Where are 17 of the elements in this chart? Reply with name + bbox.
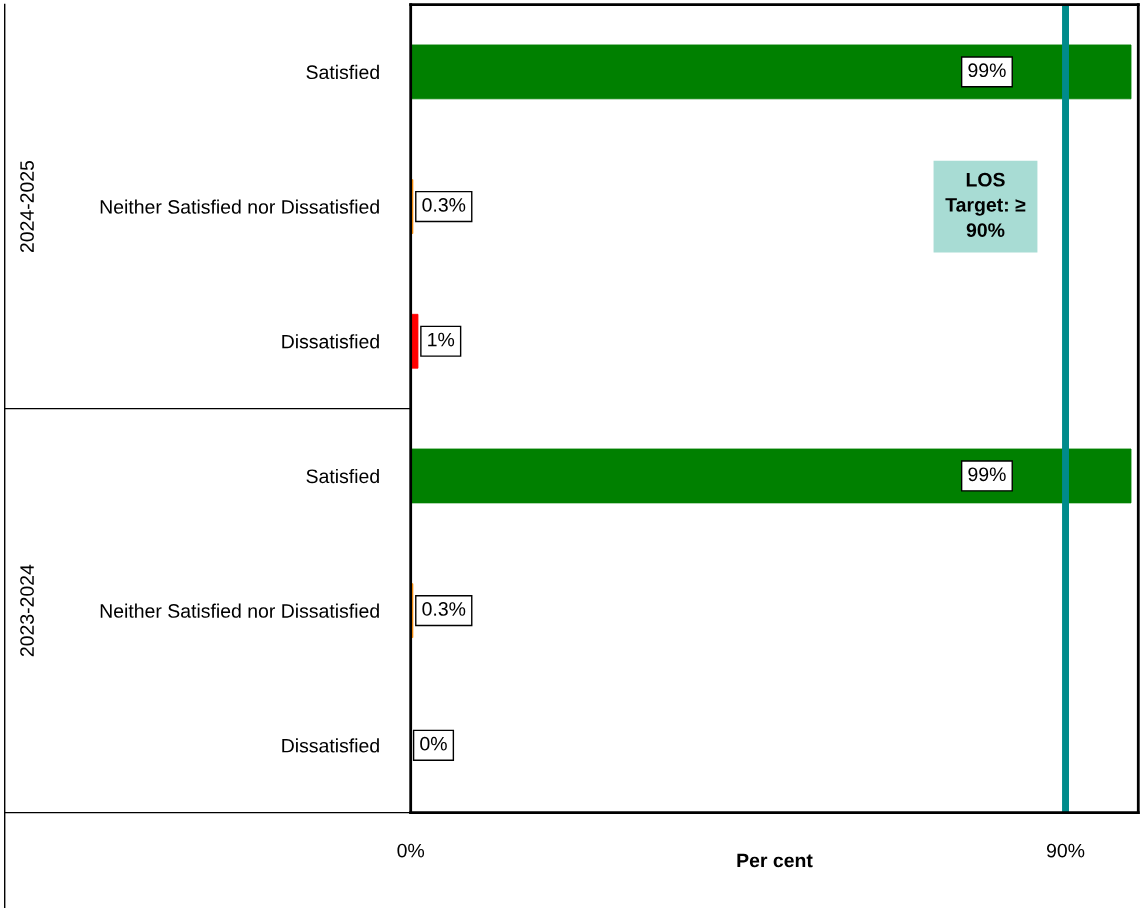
y-tick-label: Dissatisfied bbox=[282, 738, 379, 753]
data-label: 1% bbox=[428, 332, 455, 347]
data-label: 99% bbox=[968, 467, 1006, 482]
text: 2023-2024 bbox=[20, 564, 34, 657]
y-tick-label: Satisfied bbox=[306, 64, 379, 80]
y-tick-label: Neither Satisfied nor Dissatisfied bbox=[100, 603, 379, 618]
y-tick-label: Satisfied bbox=[306, 468, 379, 484]
x-axis-title: Per cent bbox=[737, 853, 813, 868]
x-tick-label: 90% bbox=[1046, 843, 1085, 858]
data-label: 0% bbox=[420, 736, 447, 751]
ref-line-label: LOS Target: ≥ 90% bbox=[945, 172, 1026, 237]
text: 2024-2025 bbox=[20, 160, 34, 253]
data-label: 0.3% bbox=[422, 198, 466, 212]
y-tick-label: Dissatisfied bbox=[282, 334, 379, 349]
data-label: 99% bbox=[968, 63, 1006, 78]
y-tick-label: Neither Satisfied nor Dissatisfied bbox=[100, 199, 379, 214]
data-label: 0.3% bbox=[422, 602, 466, 616]
